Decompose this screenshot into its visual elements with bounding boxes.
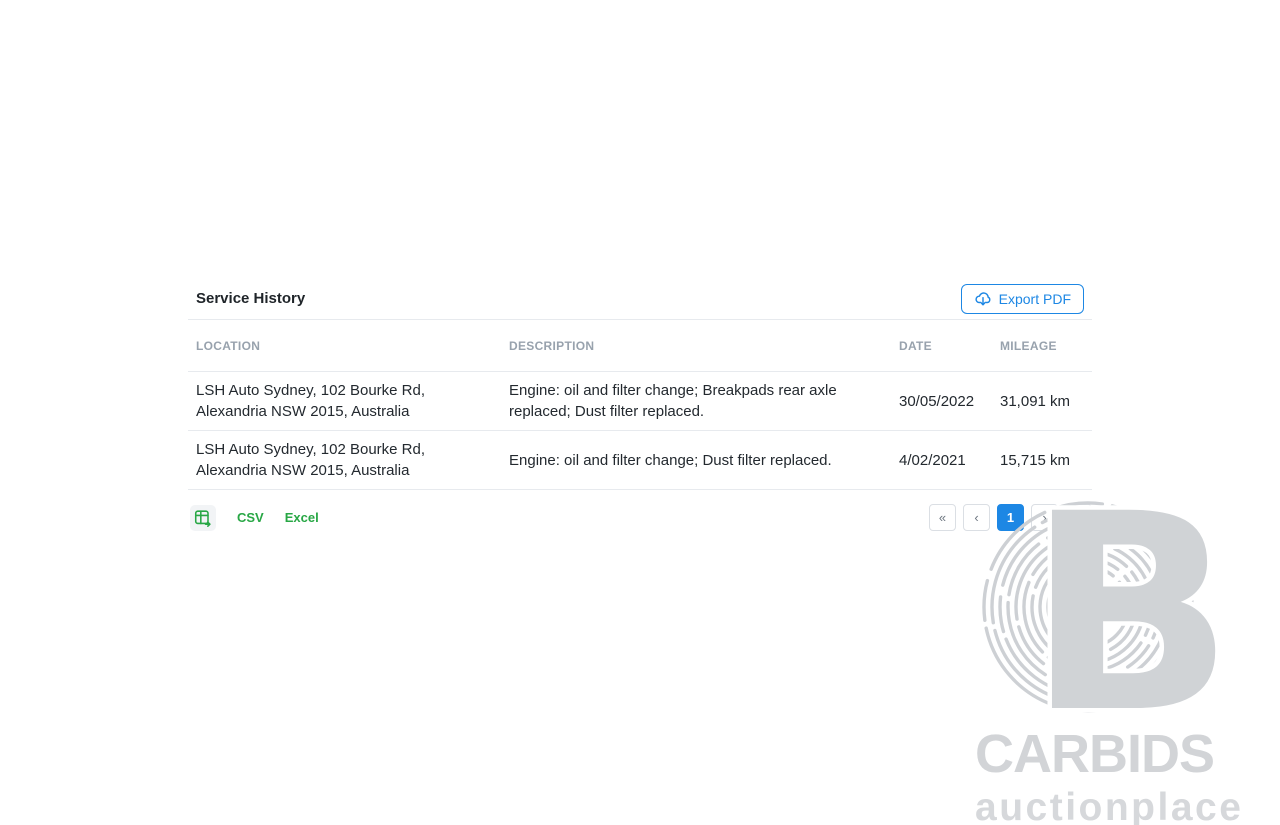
csv-link[interactable]: CSV (237, 510, 264, 525)
table-export-icon[interactable] (190, 504, 216, 531)
watermark-tagline: auctionplace (975, 786, 1244, 825)
cell-location: LSH Auto Sydney, 102 Bourke Rd, Alexandr… (188, 430, 501, 490)
service-history-card: Service History Export PDF LOCATION DESC… (188, 278, 1092, 531)
service-history-table: LOCATION DESCRIPTION DATE MILEAGE LSH Au… (188, 320, 1092, 490)
cloud-download-icon (974, 290, 992, 308)
page-title: Service History (196, 290, 306, 307)
carbids-watermark: B CARBIDS auctionplace (975, 453, 1265, 825)
card-footer: CSV Excel « ‹ 1 › » (188, 490, 1092, 531)
cell-description: Engine: oil and filter change; Dust filt… (501, 430, 891, 490)
cell-mileage: 31,091 km (992, 371, 1092, 431)
pagination: « ‹ 1 › » (929, 504, 1092, 531)
cell-description: Engine: oil and filter change; Breakpads… (501, 371, 891, 431)
column-header-date: DATE (891, 320, 992, 372)
table-row: LSH Auto Sydney, 102 Bourke Rd, Alexandr… (188, 371, 1092, 431)
cell-location: LSH Auto Sydney, 102 Bourke Rd, Alexandr… (188, 371, 501, 431)
pagination-page-1-button[interactable]: 1 (997, 504, 1024, 531)
table-header-row: LOCATION DESCRIPTION DATE MILEAGE (188, 320, 1092, 372)
table-row: LSH Auto Sydney, 102 Bourke Rd, Alexandr… (188, 430, 1092, 490)
export-pdf-label: Export PDF (998, 290, 1071, 307)
cell-date: 4/02/2021 (891, 430, 992, 490)
column-header-location: LOCATION (188, 320, 501, 372)
cell-date: 30/05/2022 (891, 371, 992, 431)
column-header-description: DESCRIPTION (501, 320, 891, 372)
export-pdf-button[interactable]: Export PDF (960, 283, 1084, 314)
column-header-mileage: MILEAGE (992, 320, 1092, 372)
cell-mileage: 15,715 km (992, 430, 1092, 490)
pagination-prev-button[interactable]: ‹ (963, 504, 990, 531)
card-header: Service History Export PDF (188, 278, 1092, 320)
pagination-last-button[interactable]: » (1065, 504, 1092, 531)
table-export-links: CSV Excel (190, 504, 319, 531)
pagination-first-button[interactable]: « (929, 504, 956, 531)
excel-link[interactable]: Excel (284, 510, 319, 525)
watermark-brand: CARBIDS (975, 724, 1215, 784)
pagination-next-button[interactable]: › (1031, 504, 1058, 531)
